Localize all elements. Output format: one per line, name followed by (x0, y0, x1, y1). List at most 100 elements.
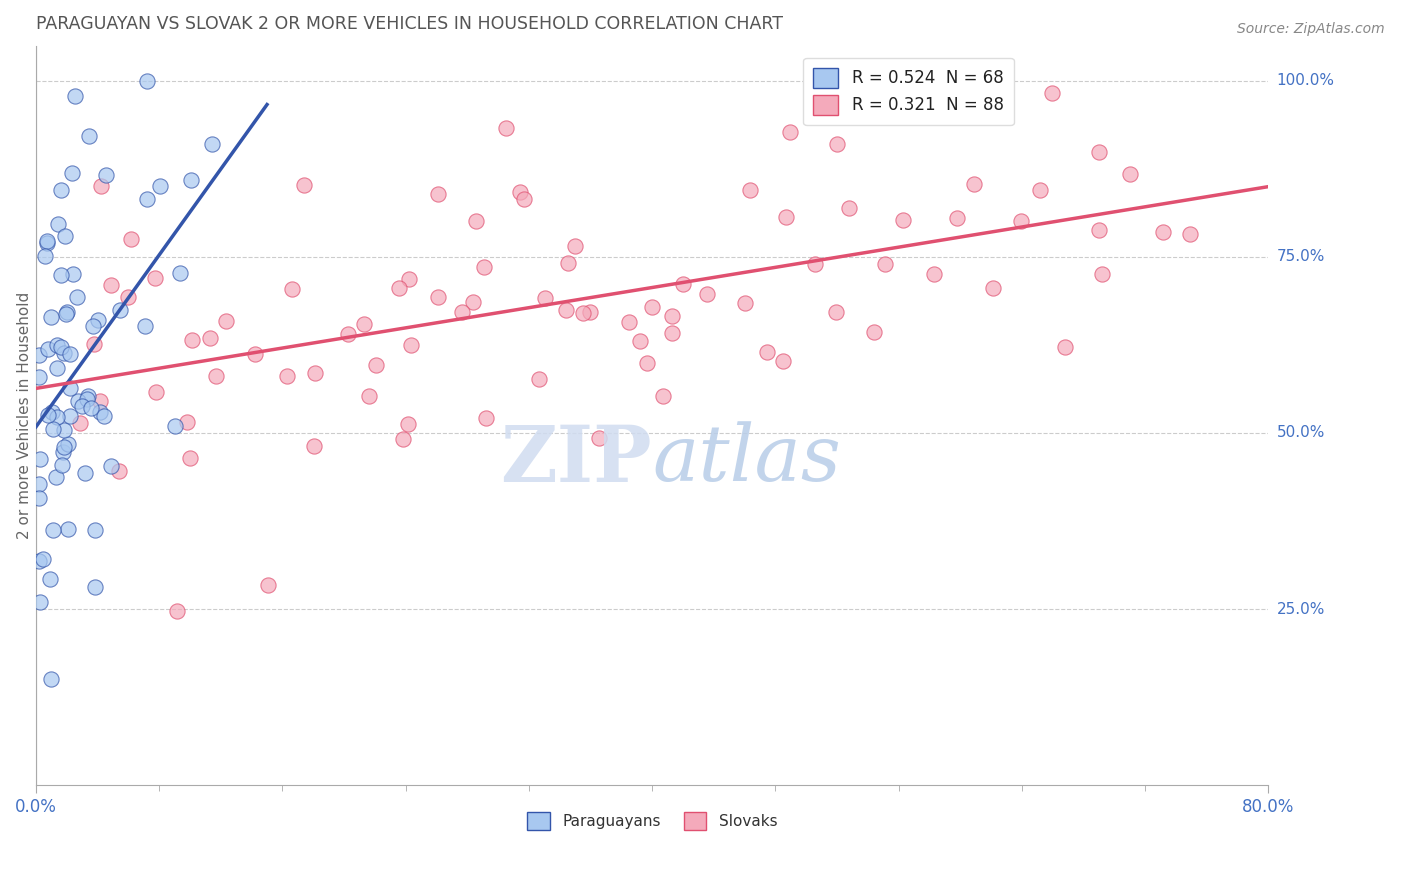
Point (651, 389, 673, 403)
Point (215, 314, 238, 328)
Point (93, 409, 115, 423)
Point (1178, 227, 1201, 242)
Point (37, 342, 59, 356)
Point (49, 268, 72, 282)
Point (31, 552, 53, 566)
Point (564, 239, 586, 253)
Point (134, 319, 156, 334)
Point (838, 202, 860, 216)
Point (46, 410, 69, 425)
Point (825, 136, 848, 151)
Point (69, 417, 91, 431)
Point (281, 282, 304, 296)
Point (35, 236, 58, 251)
Point (41, 404, 63, 418)
Point (1091, 268, 1114, 282)
Point (359, 389, 381, 403)
Point (292, 178, 315, 193)
Point (77, 389, 100, 403)
Point (534, 291, 557, 305)
Point (740, 182, 762, 196)
Point (465, 214, 488, 228)
Point (145, 384, 167, 399)
Point (28, 348, 51, 362)
Point (34, 249, 56, 263)
Point (51, 458, 73, 473)
Point (52, 445, 75, 459)
Point (45, 470, 67, 484)
Point (661, 326, 683, 341)
Point (426, 186, 449, 201)
Point (46, 338, 69, 352)
Point (636, 356, 658, 370)
Point (149, 178, 172, 193)
Point (495, 121, 517, 136)
Point (963, 177, 986, 191)
Point (353, 317, 375, 331)
Point (825, 305, 848, 319)
Point (336, 326, 359, 341)
Point (911, 98, 934, 112)
Point (60, 166, 83, 180)
Point (641, 300, 664, 314)
Point (52, 423, 75, 437)
Point (509, 185, 531, 199)
Point (474, 260, 496, 274)
Point (396, 417, 419, 431)
Point (37, 408, 59, 422)
Point (756, 344, 779, 359)
Point (873, 257, 896, 271)
Point (922, 267, 945, 281)
Point (166, 603, 188, 617)
Point (39, 572, 62, 586)
Text: 100.0%: 100.0% (1277, 73, 1334, 88)
Point (1088, 223, 1111, 237)
Point (80, 401, 103, 415)
Point (39, 310, 62, 324)
Point (201, 137, 224, 152)
Point (617, 315, 640, 329)
Point (75, 466, 97, 480)
Point (804, 257, 827, 271)
Point (28, 491, 51, 505)
Point (779, 125, 801, 139)
Point (450, 305, 472, 319)
Point (1152, 225, 1174, 239)
Point (135, 192, 157, 206)
Point (578, 305, 600, 319)
Point (1054, 340, 1077, 354)
Point (169, 266, 191, 280)
Point (398, 272, 420, 286)
Point (56, 305, 79, 319)
Point (66, 290, 89, 304)
Point (100, 278, 122, 293)
Point (46, 360, 69, 375)
Point (108, 302, 131, 317)
Point (981, 280, 1004, 294)
Point (181, 334, 204, 348)
Point (671, 277, 693, 291)
Point (180, 173, 202, 187)
Point (696, 287, 718, 301)
Point (53, 229, 76, 244)
Point (463, 294, 485, 309)
Point (59, 346, 82, 360)
Point (55, 306, 77, 320)
Point (426, 289, 449, 303)
Point (42, 422, 65, 436)
Point (83, 523, 105, 537)
Point (62, 267, 84, 281)
Point (143, 271, 166, 285)
Point (527, 372, 550, 386)
Point (388, 281, 411, 295)
Text: 75.0%: 75.0% (1277, 250, 1324, 264)
Point (28, 553, 51, 567)
Text: ZIP: ZIP (501, 422, 652, 498)
Point (775, 210, 797, 224)
Point (136, 74, 159, 88)
Point (1010, 213, 1032, 227)
Point (56, 437, 79, 451)
Point (257, 577, 280, 591)
Point (1040, 86, 1063, 100)
Point (512, 192, 534, 206)
